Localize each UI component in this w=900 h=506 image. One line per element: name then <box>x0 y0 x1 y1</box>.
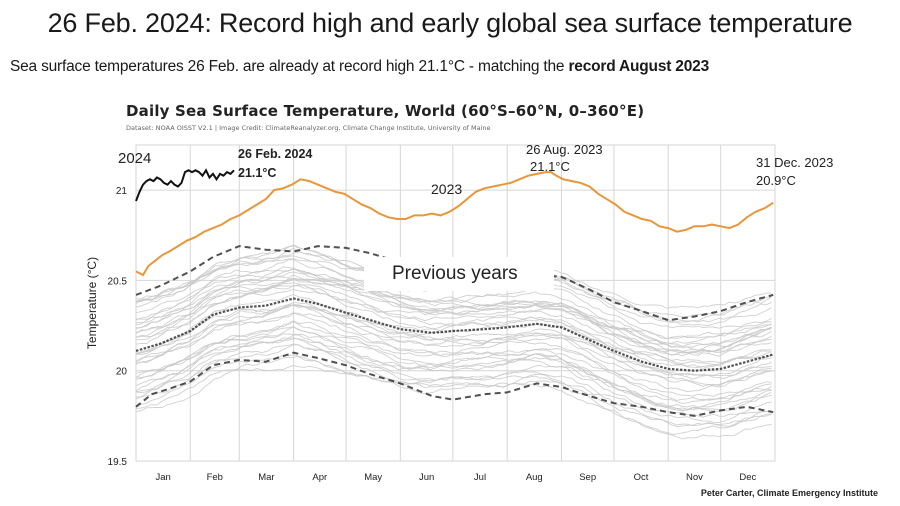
mean-dotted-line <box>135 297 774 372</box>
previous-year-line <box>135 321 772 408</box>
subtitle-text: Sea surface temperatures 26 Feb. are alr… <box>10 58 569 75</box>
x-tick-label: Feb <box>207 472 223 483</box>
x-tick-label: Apr <box>312 472 327 483</box>
grid-lines <box>135 144 776 462</box>
previous-year-line <box>135 344 772 427</box>
axes: 19.5 20 20.5 21 Jan Feb Mar Apr May Jun Jul Aug Sep O… <box>108 186 757 483</box>
previous-year-line <box>135 277 772 354</box>
line-2024 <box>135 168 235 202</box>
x-tick-label: Jun <box>419 472 434 483</box>
y-tick-label: 20.5 <box>108 276 128 287</box>
x-tick-label: Aug <box>526 472 543 483</box>
annotation-label-2024-date: 26 Feb. 2024 <box>238 147 312 161</box>
slide-title: 26 Feb. 2024: Record high and early glob… <box>47 8 853 38</box>
previous-year-line <box>135 333 772 412</box>
previous-year-line <box>135 326 772 404</box>
chart-dataset-credit: Dataset: NOAA OISST V2.1 | Image Credit:… <box>126 124 491 132</box>
chart-title: Daily Sea Surface Temperature, World (60… <box>126 102 645 120</box>
y-axis-label: Temperature (°C) <box>85 257 99 349</box>
previous-year-line <box>135 302 772 388</box>
previous-year-line <box>135 326 772 397</box>
previous-year-line <box>135 343 772 424</box>
x-tick-label: May <box>364 472 382 483</box>
x-tick-label: Sep <box>579 472 596 483</box>
subtitle-bold-text: record August 2023 <box>568 58 709 75</box>
x-tick-label: Mar <box>258 472 274 483</box>
x-tick-label: Oct <box>634 472 649 483</box>
previous-year-line <box>135 311 772 380</box>
previous-year-line <box>135 304 772 377</box>
previous-year-line <box>135 278 772 353</box>
previous-year-line <box>135 355 772 428</box>
previous-year-line <box>135 365 772 440</box>
previous-year-line <box>135 334 772 412</box>
highlight-lines <box>135 168 774 277</box>
previous-year-line <box>135 266 772 348</box>
annotations: 2024 26 Feb. 2024 21.1°C 2023 26 Aug. 2023 21… <box>118 142 833 197</box>
previous-years-label-bg <box>364 257 554 291</box>
annotation-label-aug-value: 21.1°C <box>530 159 570 174</box>
annotation-label-2023: 2023 <box>431 181 462 197</box>
previous-years-label: Previous years <box>392 263 518 284</box>
previous-year-line <box>135 268 772 347</box>
sigma-dashed-line <box>135 351 774 417</box>
annotation-label-dec-date: 31 Dec. 2023 <box>756 155 833 170</box>
footer-credit: Peter Carter, Climate Emergency Institut… <box>700 488 878 498</box>
previous-year-line <box>135 288 772 368</box>
x-tick-label: Dec <box>739 472 756 483</box>
y-tick-label: 20 <box>116 367 128 378</box>
slide-subtitle: Sea surface temperatures 26 Feb. are alr… <box>10 58 709 76</box>
annotation-label-2024-value: 21.1°C <box>238 166 276 180</box>
previous-year-line <box>135 304 772 387</box>
previous-year-line <box>135 354 772 435</box>
previous-year-line <box>135 285 772 357</box>
y-tick-label: 19.5 <box>108 457 128 468</box>
annotation-label-aug-date: 26 Aug. 2023 <box>526 142 603 157</box>
y-tick-label: 21 <box>116 186 128 197</box>
x-tick-label: Jan <box>155 472 170 483</box>
previous-year-line <box>135 304 772 380</box>
annotation-label-2024: 2024 <box>118 150 151 167</box>
line-2023 <box>135 171 774 277</box>
x-tick-label: Jul <box>474 472 486 483</box>
previous-year-line <box>135 268 772 340</box>
previous-year-line <box>135 312 772 392</box>
annotation-label-dec-value: 20.9°C <box>756 173 796 188</box>
previous-year-line <box>135 282 772 357</box>
x-tick-label: Nov <box>686 472 703 483</box>
